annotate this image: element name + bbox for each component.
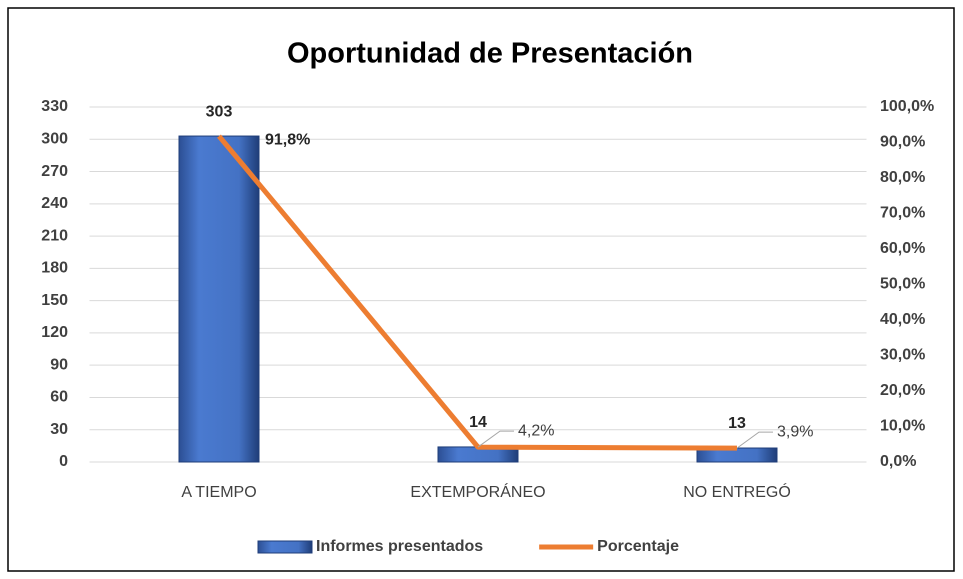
x-tick-label: A TIEMPO xyxy=(181,484,256,501)
y-tick-label: 330 xyxy=(41,98,68,115)
chart-frame xyxy=(7,7,955,572)
line-value-label: 91,8% xyxy=(265,131,310,148)
y-tick-label: 270 xyxy=(41,163,68,180)
legend-label: Informes presentados xyxy=(316,538,483,555)
y2-tick-label: 30,0% xyxy=(880,347,925,364)
y-tick-label: 150 xyxy=(41,292,68,309)
x-tick-label: NO ENTREGÓ xyxy=(683,482,791,501)
y-tick-label: 90 xyxy=(50,356,68,373)
legend-swatch xyxy=(257,540,313,554)
leader-line xyxy=(736,431,773,449)
line-value-label: 3,9% xyxy=(777,423,813,440)
y2-tick-label: 70,0% xyxy=(880,205,925,222)
legend-label: Porcentaje xyxy=(597,538,679,555)
y2-tick-label: 90,0% xyxy=(880,134,925,151)
y-tick-label: 300 xyxy=(41,130,68,147)
y-tick-label: 210 xyxy=(41,227,68,244)
y-tick-label: 30 xyxy=(50,421,68,438)
y2-tick-label: 100,0% xyxy=(880,98,934,115)
y2-tick-label: 40,0% xyxy=(880,311,925,328)
y-tick-label: 60 xyxy=(50,389,68,406)
y-tick-label: 0 xyxy=(59,453,68,470)
chart-title: Oportunidad de Presentación xyxy=(287,38,693,70)
y2-tick-label: 60,0% xyxy=(880,240,925,257)
y2-tick-label: 20,0% xyxy=(880,382,925,399)
y-tick-label: 180 xyxy=(41,260,68,277)
y2-tick-label: 10,0% xyxy=(880,418,925,435)
bar xyxy=(178,135,260,463)
x-tick-label: EXTEMPORÁNEO xyxy=(410,482,545,501)
y2-tick-label: 0,0% xyxy=(880,453,916,470)
y2-tick-label: 80,0% xyxy=(880,169,925,186)
leader-line xyxy=(477,430,514,448)
y2-tick-label: 50,0% xyxy=(880,276,925,293)
bar-value-label: 14 xyxy=(469,414,487,431)
y-tick-label: 120 xyxy=(41,324,68,341)
y-tick-label: 240 xyxy=(41,195,68,212)
bar-value-label: 13 xyxy=(728,415,746,432)
bar-value-label: 303 xyxy=(206,103,233,120)
line-value-label: 4,2% xyxy=(518,422,554,439)
